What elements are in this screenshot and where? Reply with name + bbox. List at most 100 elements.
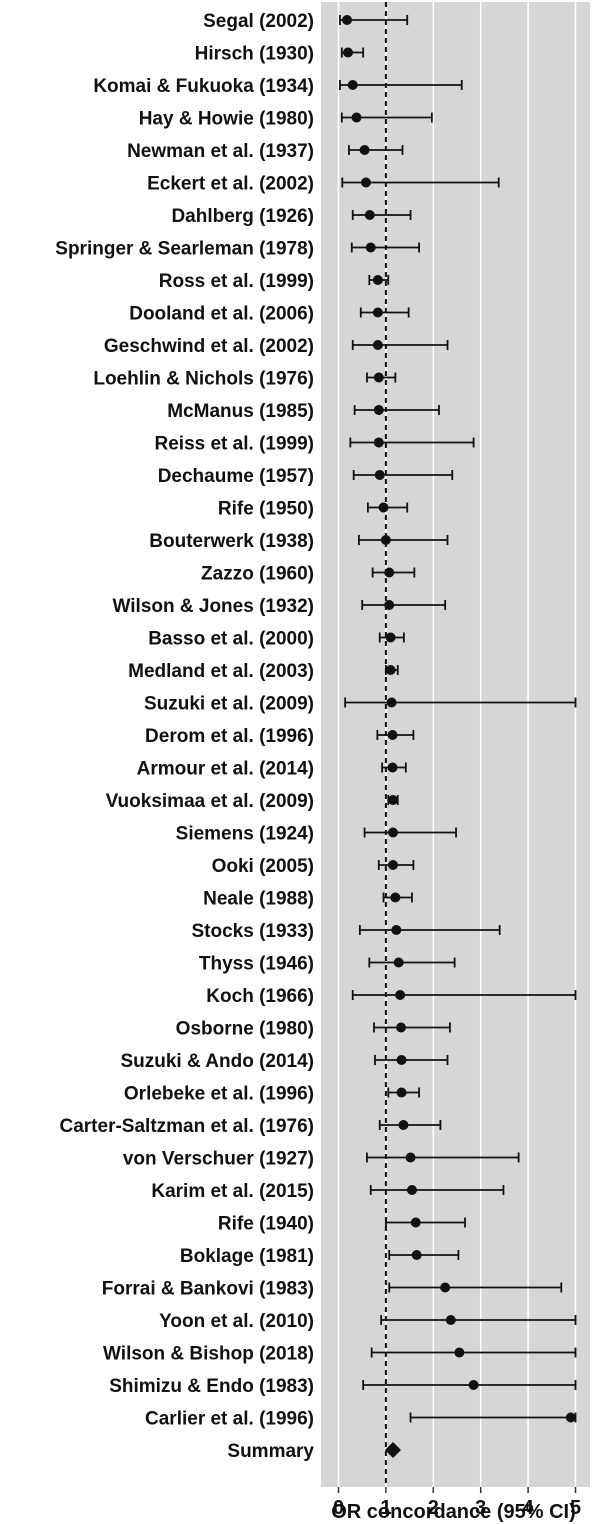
study-row: Zazzo (1960) xyxy=(201,564,416,585)
study-label: Boklage (1981) xyxy=(180,1246,314,1267)
estimate-point xyxy=(365,242,376,253)
study-row: von Verschuer (1927) xyxy=(123,1149,520,1170)
study-label: von Verschuer (1927) xyxy=(123,1149,314,1170)
study-row: Ross et al. (1999) xyxy=(159,271,390,292)
study-label: Stocks (1933) xyxy=(191,921,314,942)
estimate-point xyxy=(390,892,401,903)
study-row: Yoon et al. (2010) xyxy=(159,1311,577,1332)
study-label: Derom et al. (1996) xyxy=(145,726,314,747)
estimate-point xyxy=(395,990,406,1000)
estimate-point xyxy=(396,1022,407,1033)
study-row: Karim et al. (2015) xyxy=(151,1181,505,1202)
study-label: Dooland et al. (2006) xyxy=(129,304,314,325)
study-row: Suzuki et al. (2009) xyxy=(144,694,577,715)
study-label: Carter-Saltzman et al. (1976) xyxy=(60,1116,315,1137)
study-label: Orlebeke et al. (1996) xyxy=(124,1084,314,1105)
estimate-point xyxy=(454,1347,465,1358)
study-row: Dooland et al. (2006) xyxy=(129,304,410,325)
estimate-point xyxy=(386,697,397,708)
study-row: McManus (1985) xyxy=(167,401,440,422)
estimate-point xyxy=(372,275,383,285)
study-row: Komai & Fukuoka (1934) xyxy=(93,76,463,97)
study-row: Rife (1940) xyxy=(218,1214,466,1235)
study-label: Newman et al. (1937) xyxy=(127,141,314,162)
study-label: Neale (1988) xyxy=(203,889,314,910)
study-row: Dechaume (1957) xyxy=(158,466,454,487)
study-label: Geschwind et al. (2002) xyxy=(104,336,314,357)
study-label: Armour et al. (2014) xyxy=(137,759,314,780)
x-tick-label: 1 xyxy=(380,1497,391,1519)
x-tick-label: 0 xyxy=(333,1497,344,1519)
estimate-point xyxy=(468,1380,479,1390)
x-axis: 0 1 2 3 4 5 xyxy=(333,1487,581,1519)
study-label: Reiss et al. (1999) xyxy=(155,434,314,455)
study-row: Springer & Searleman (1978) xyxy=(55,239,420,260)
study-label: Vuoksimaa et al. (2009) xyxy=(106,791,314,812)
estimate-point xyxy=(342,47,353,58)
estimate-point xyxy=(385,632,396,643)
study-label: McManus (1985) xyxy=(167,401,314,422)
study-row: Carter-Saltzman et al. (1976) xyxy=(60,1116,442,1137)
study-row: Thyss (1946) xyxy=(199,954,456,975)
study-row: Wilson & Jones (1932) xyxy=(113,596,447,617)
estimate-point xyxy=(380,535,391,545)
study-label: Ross et al. (1999) xyxy=(159,271,314,292)
study-label: Karim et al. (2015) xyxy=(151,1181,314,1202)
study-label: Yoon et al. (2010) xyxy=(159,1311,314,1332)
study-label: Thyss (1946) xyxy=(199,954,314,975)
study-row: Wilson & Bishop (2018) xyxy=(103,1344,577,1365)
estimate-point xyxy=(384,567,395,578)
estimate-point xyxy=(385,665,396,675)
estimate-point xyxy=(396,1087,407,1098)
x-tick-label: 4 xyxy=(523,1497,535,1519)
estimate-point xyxy=(388,827,399,838)
summary-label: Summary xyxy=(227,1441,314,1462)
study-row: Boklage (1981) xyxy=(180,1246,460,1267)
study-row: Koch (1966) xyxy=(206,986,577,1007)
study-row: Orlebeke et al. (1996) xyxy=(124,1084,420,1105)
study-row: Bouterwerk (1938) xyxy=(149,531,449,552)
estimate-point xyxy=(351,112,362,123)
study-row: Ooki (2005) xyxy=(212,856,415,877)
study-row: Siemens (1924) xyxy=(176,824,457,845)
estimate-point xyxy=(359,145,370,155)
study-row: Basso et al. (2000) xyxy=(148,629,405,650)
study-label: Shimizu & Endo (1983) xyxy=(109,1376,314,1397)
estimate-point xyxy=(393,957,404,968)
study-label: Wilson & Bishop (2018) xyxy=(103,1344,314,1365)
estimate-point xyxy=(391,925,402,935)
estimate-point xyxy=(406,1185,417,1195)
study-rows: Segal (2002) Hirsch (1930) Komai & Fukuoka… xyxy=(55,11,577,1430)
plot-panel xyxy=(321,2,590,1487)
estimate-point xyxy=(372,340,383,350)
study-row: Forrai & Bankovi (1983) xyxy=(102,1279,563,1300)
estimate-point xyxy=(387,762,398,773)
estimate-point xyxy=(360,177,371,188)
study-row: Vuoksimaa et al. (2009) xyxy=(106,791,399,812)
study-label: Springer & Searleman (1978) xyxy=(55,239,314,260)
estimate-point xyxy=(378,502,389,513)
study-label: Suzuki et al. (2009) xyxy=(144,694,314,715)
estimate-point xyxy=(565,1412,576,1423)
estimate-point xyxy=(373,372,384,383)
study-label: Komai & Fukuoka (1934) xyxy=(93,76,314,97)
study-label: Rife (1950) xyxy=(218,499,314,520)
study-row: Derom et al. (1996) xyxy=(145,726,415,747)
study-label: Zazzo (1960) xyxy=(201,564,314,585)
study-label: Medland et al. (2003) xyxy=(128,661,314,682)
estimate-point xyxy=(387,730,398,740)
study-row: Loehlin & Nichols (1976) xyxy=(93,369,397,390)
summary-diamond xyxy=(385,1442,402,1458)
study-row: Shimizu & Endo (1983) xyxy=(109,1376,577,1397)
study-label: Segal (2002) xyxy=(203,11,314,32)
estimate-point xyxy=(374,470,385,480)
study-row: Dahlberg (1926) xyxy=(171,206,412,227)
estimate-point xyxy=(388,795,399,805)
study-row: Newman et al. (1937) xyxy=(127,141,404,162)
estimate-point xyxy=(342,15,353,25)
study-label: Dechaume (1957) xyxy=(158,466,314,487)
estimate-point xyxy=(445,1315,456,1325)
estimate-point xyxy=(384,600,395,610)
study-label: Bouterwerk (1938) xyxy=(149,531,314,552)
